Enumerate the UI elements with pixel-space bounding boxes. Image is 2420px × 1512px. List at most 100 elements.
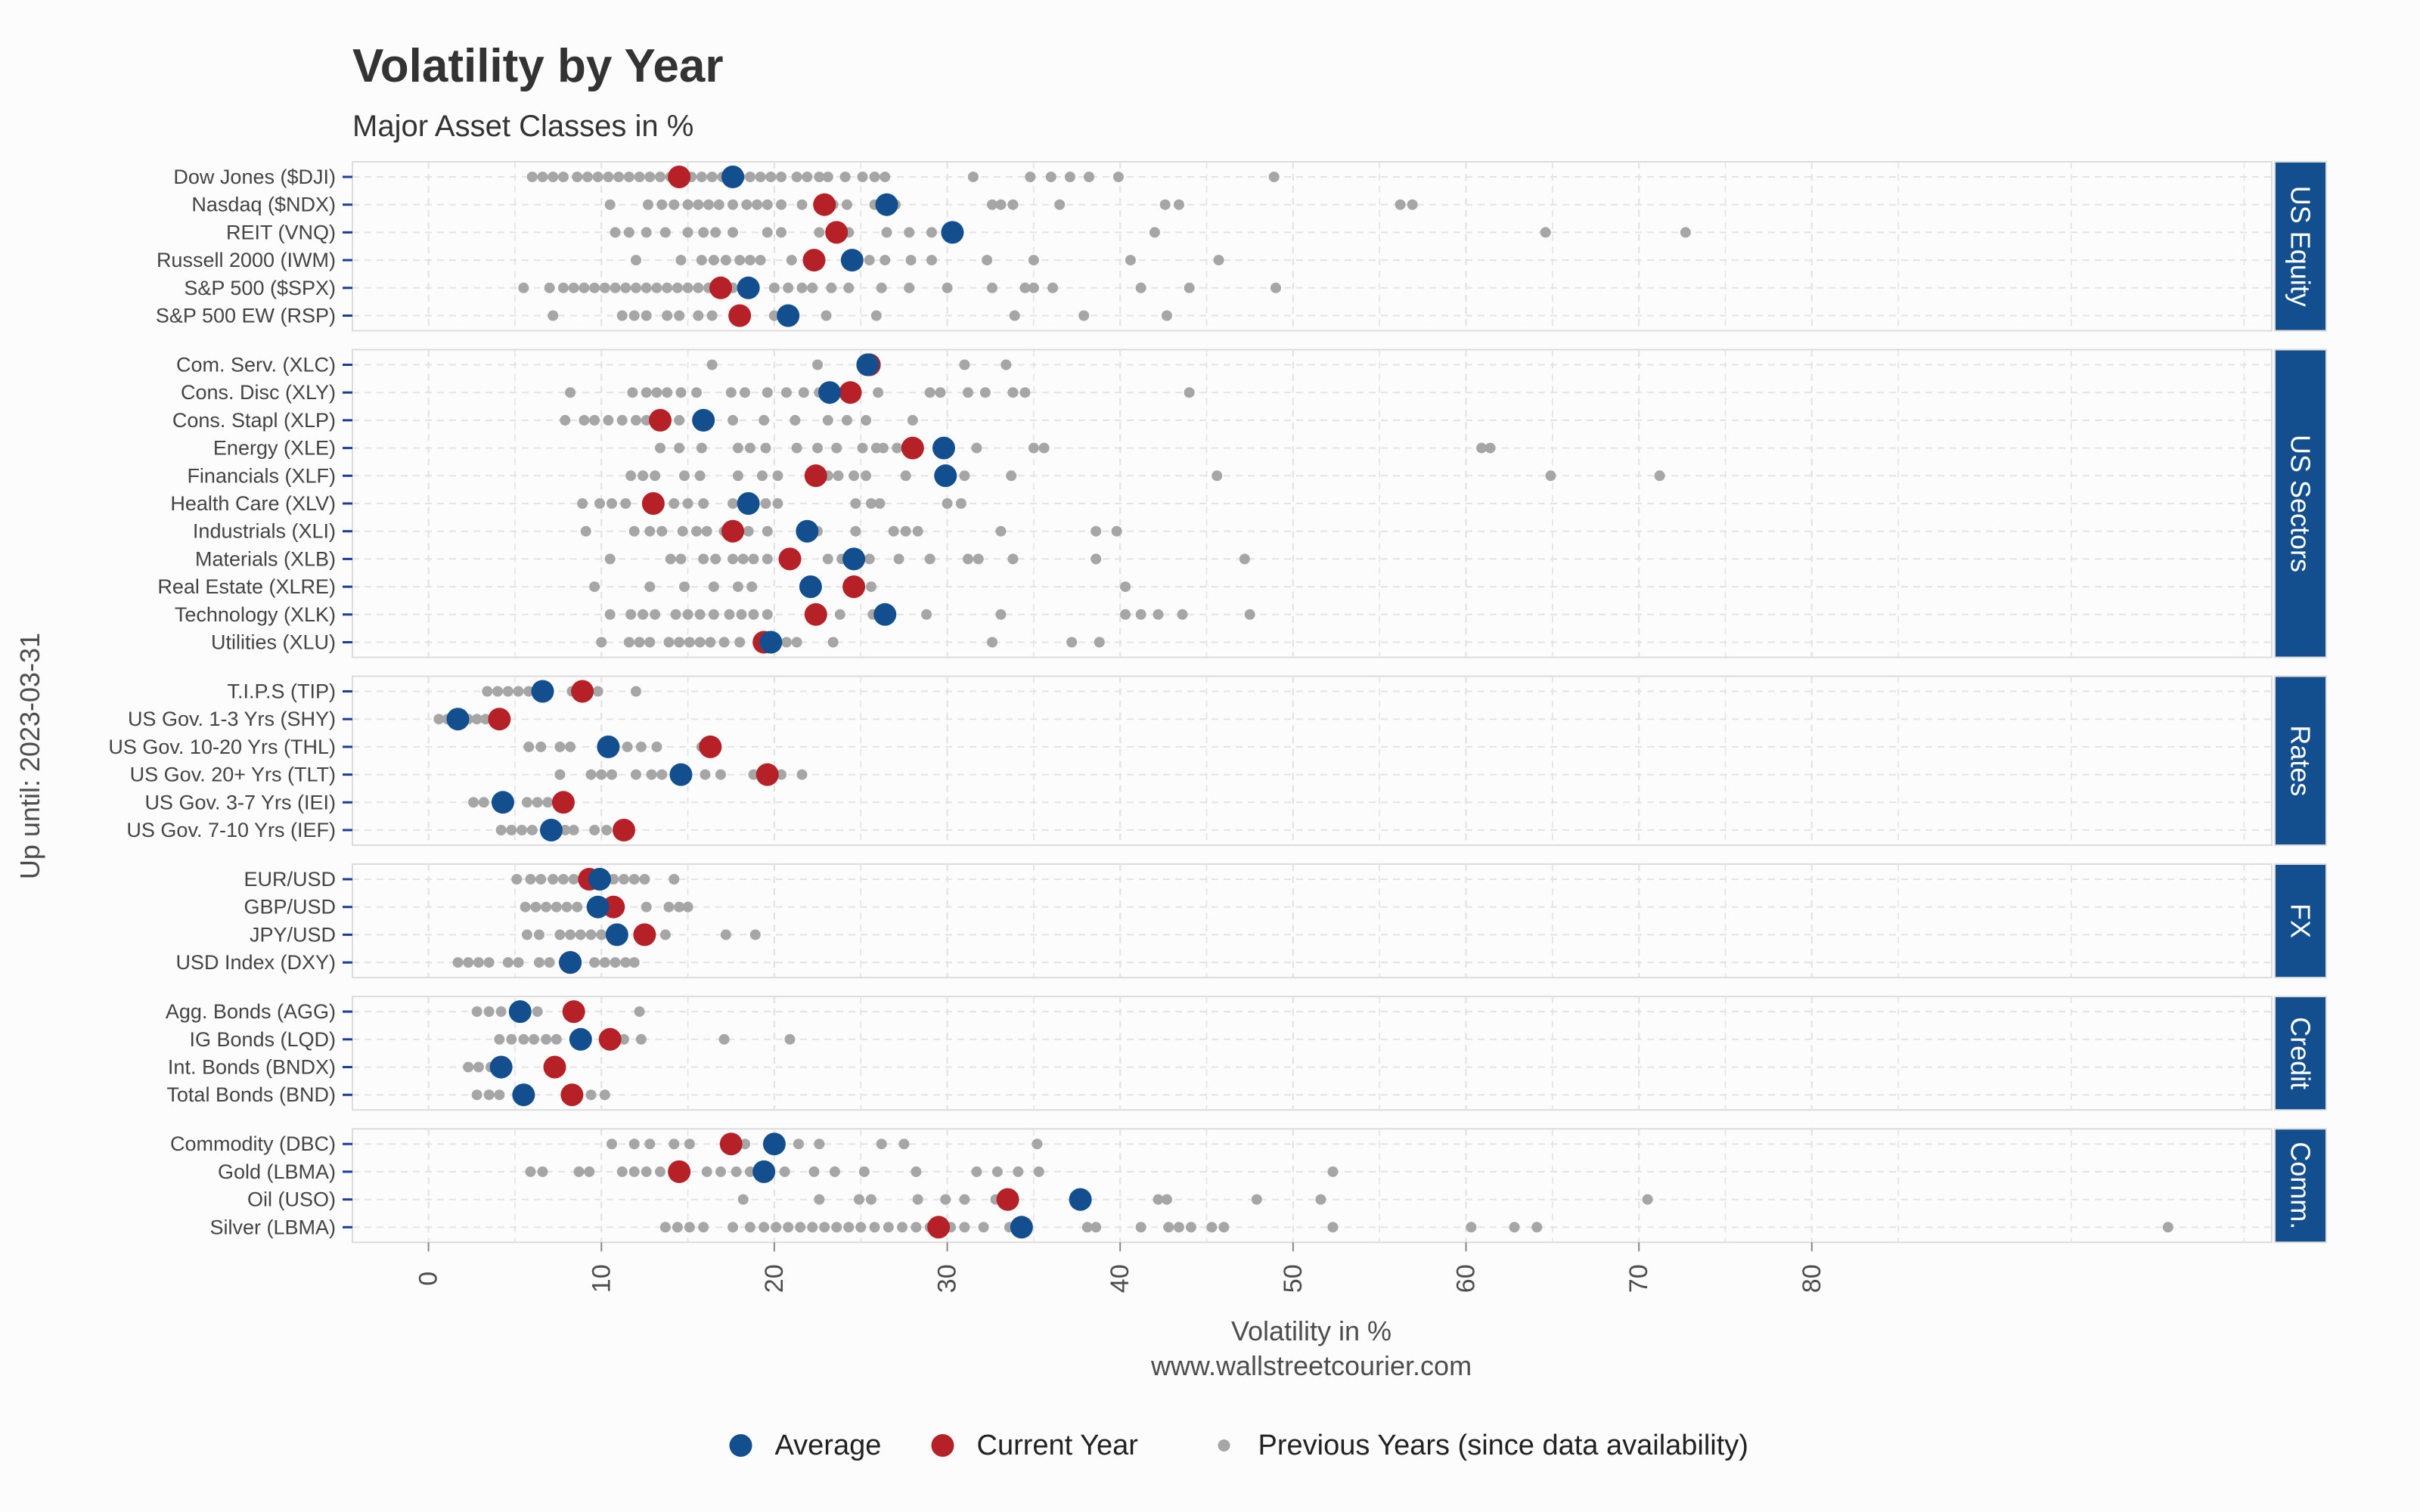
previous-year-point [959,1194,970,1205]
current-year-point [668,1160,691,1183]
category-label: S&P 500 ($SPX) [184,277,336,299]
previous-year-point [850,498,861,509]
previous-year-point [623,227,634,238]
previous-year-point [625,609,637,620]
panel-4: Credit Agg. Bonds (AGG) IG Bonds (LQD) Int.… [166,996,2327,1111]
previous-year-point [962,553,973,565]
category-label: Total Bonds (BND) [166,1083,336,1106]
current-year-point [612,819,635,841]
previous-year-point [880,172,891,182]
previous-year-point [463,1061,474,1073]
previous-year-point [2162,1222,2173,1233]
category-label: US Gov. 7-10 Yrs (IEF) [126,819,336,841]
previous-year-point [748,769,759,780]
current-year-point [804,464,827,488]
category-label: S&P 500 EW (RSP) [156,305,336,327]
previous-year-point [656,525,668,537]
series-row: Cons. Disc (XLY) [181,381,2272,404]
previous-year-point [1033,1166,1044,1177]
previous-year-point [841,414,852,426]
previous-year-point [554,769,566,780]
average-point [508,1000,532,1024]
previous-year-point [641,901,652,912]
previous-year-point [568,874,579,885]
series-row: IG Bonds (LQD) [189,1027,2272,1051]
current-year-point [551,791,575,814]
previous-year-point [749,929,761,940]
category-label: IG Bonds (LQD) [189,1028,336,1051]
previous-year-point [480,714,492,725]
previous-year-point [807,1222,818,1233]
previous-year-point [482,686,493,697]
previous-year-point [520,901,531,912]
category-label: US Gov. 3-7 Yrs (IEI) [144,791,336,813]
previous-year-point [694,470,706,482]
previous-year-point [548,172,559,182]
strip-background [2274,161,2327,332]
previous-year-point [718,1033,730,1045]
previous-year-point [814,227,825,238]
panel-2: Rates T.I.P.S (TIP) US Gov. 1-3 Yrs (SHY) U… [108,675,2327,846]
previous-year-point [732,442,743,454]
previous-year-point [1239,553,1250,565]
previous-year-point [513,686,524,697]
previous-year-point [572,901,583,912]
previous-year-point [606,769,617,780]
previous-year-point [858,1166,870,1177]
legend-item-average: Average [729,1430,881,1461]
previous-year-point [630,414,641,426]
previous-year-point [904,227,915,238]
previous-year-point [565,387,576,398]
average-point [941,221,964,244]
category-label: T.I.P.S (TIP) [227,680,336,703]
previous-year-point [535,741,547,752]
previous-year-point [525,874,536,885]
average-point [491,791,514,814]
caption: www.wallstreetcourier.com [1150,1350,1472,1381]
previous-year-point [1466,1222,1477,1233]
previous-year-point [544,282,555,293]
previous-year-point [743,525,754,537]
previous-year-point [768,310,780,321]
previous-year-point [991,1166,1003,1177]
previous-year-point [1135,609,1146,620]
previous-year-point [924,387,935,398]
previous-year-point [857,172,868,182]
category-label: Int. Bonds (BNDX) [168,1056,336,1079]
previous-year-point [565,929,576,940]
previous-year-point [628,957,640,968]
previous-year-point [630,255,641,266]
legend-item-current: Current Year [931,1430,1138,1461]
previous-year-point [483,957,495,968]
series-row: REIT (VNQ) [226,221,2272,244]
category-label: Technology (XLK) [175,603,336,626]
previous-year-point [808,1166,820,1177]
previous-year-point [967,172,979,182]
previous-year-point [589,282,600,293]
y-axis-label: Up until: 2023-03-31 [14,633,45,879]
previous-year-point [1019,387,1031,398]
previous-year-point [518,282,529,293]
previous-year-point [870,310,882,321]
category-label: Oil (USO) [247,1188,336,1211]
previous-year-point [596,929,607,940]
previous-year-point [468,797,479,808]
current-year-point [699,735,722,758]
previous-year-point [959,1222,970,1233]
previous-year-point [724,609,735,620]
previous-year-point [1184,282,1195,293]
previous-year-point [616,310,628,321]
previous-year-point [641,1166,652,1177]
previous-year-point [1476,442,1488,454]
previous-year-point [669,874,680,885]
series-row: T.I.P.S (TIP) [227,680,2272,703]
previous-year-point [978,1222,989,1233]
previous-year-point [577,498,588,509]
previous-year-point [776,227,787,238]
previous-year-point [635,1033,647,1045]
previous-year-point [1047,282,1059,293]
panel-strip: US Sectors [2274,349,2327,658]
previous-year-point [592,686,603,697]
previous-year-point [898,1139,910,1150]
strip-background [2274,863,2327,979]
